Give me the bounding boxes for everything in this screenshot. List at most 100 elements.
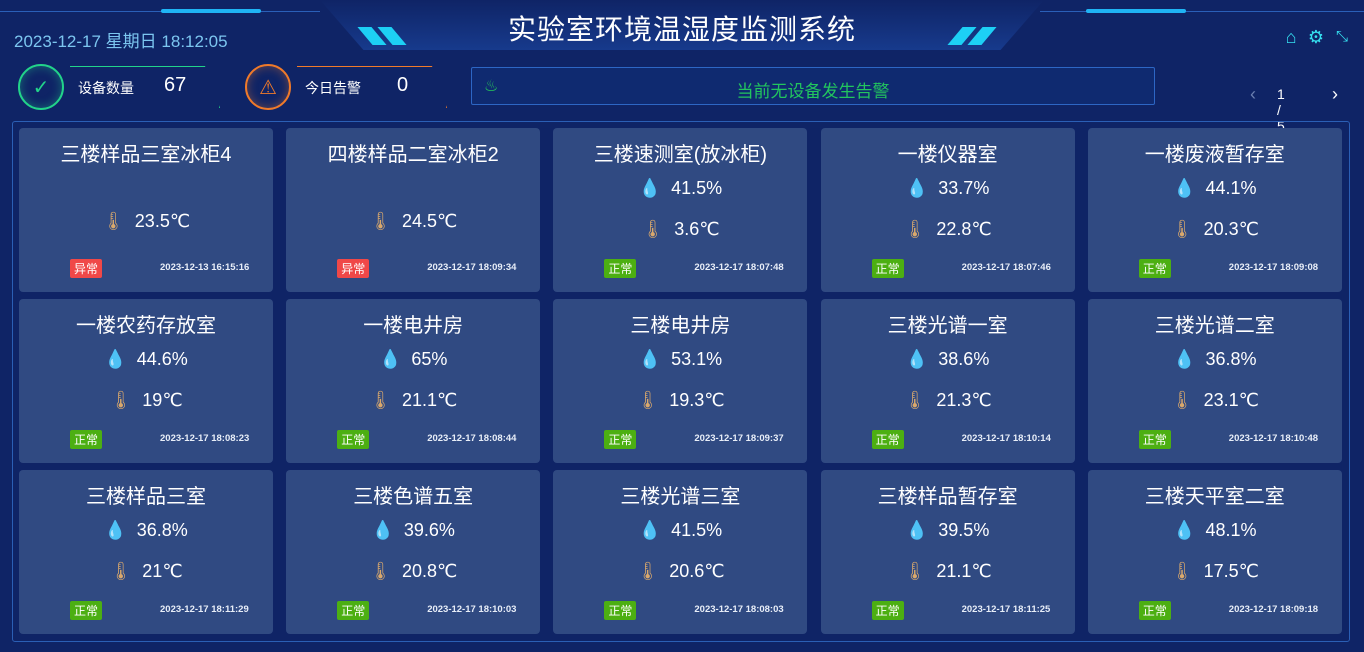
device-name: 一楼废液暂存室: [1144, 144, 1285, 166]
update-time: 2023-12-17 18:11:25: [961, 604, 1051, 615]
thermometer-icon: 🌡: [109, 561, 133, 581]
device-card[interactable]: 三楼速测室(放冰柜) 💧 41.5% 🌡 3.6℃ 正常 2023-12-17 18:07:…: [553, 128, 808, 292]
humidity-value: 38.6%: [938, 349, 990, 369]
alarm-count-stat: ⚠ 今日告警 0: [245, 64, 455, 110]
humidity-icon: 💧: [371, 520, 394, 540]
temperature-row: 🌡 22.8℃: [821, 219, 1075, 240]
datetime: 2023-12-17 星期日 18:12:05: [14, 32, 228, 51]
humidity-row: 💧 44.6%: [19, 349, 273, 370]
page-title: 实验室环境温湿度监测系统: [507, 14, 856, 45]
humidity-row: 💧 36.8%: [1088, 349, 1342, 370]
device-card[interactable]: 一楼农药存放室 💧 44.6% 🌡 19℃ 正常 2023-12-17 18:08:23: [19, 299, 273, 463]
humidity-icon: 💧: [104, 520, 127, 540]
humidity-icon: 💧: [104, 349, 127, 369]
device-card[interactable]: 三楼光谱二室 💧 36.8% 🌡 23.1℃ 正常 2023-12-17 18:10:48: [1087, 299, 1342, 463]
update-time: 2023-12-17 18:08:23: [160, 433, 250, 444]
device-card[interactable]: 三楼色谱五室 💧 39.6% 🌡 20.8℃ 正常 2023-12-17 18:10:03: [286, 470, 541, 634]
prev-page-button[interactable]: ‹: [1250, 84, 1256, 104]
humidity-icon: 💧: [1173, 178, 1196, 198]
device-card[interactable]: 三楼光谱一室 💧 38.6% 🌡 21.3℃ 正常 2023-12-17 18:10:14: [820, 299, 1075, 463]
temperature-row: 🌡 21.1℃: [286, 390, 540, 411]
humidity-row: 💧 41.5%: [553, 178, 807, 199]
update-time: 2023-12-17 18:07:46: [961, 262, 1051, 273]
humidity-value: 36.8%: [136, 520, 188, 540]
temperature-value: 21.1℃: [936, 561, 992, 581]
temperature-row: 🌡 21℃: [19, 561, 273, 582]
temperature-value: 23.1℃: [1203, 390, 1259, 410]
status-badge: 正常: [1138, 259, 1171, 278]
stat-label: 今日告警: [305, 80, 361, 96]
thermometer-icon: 🌡: [636, 390, 660, 410]
device-name: 四楼样品二室冰柜2: [327, 144, 499, 166]
settings-icon[interactable]: ⚙: [1307, 27, 1325, 47]
temperature-value: 20.3℃: [1203, 219, 1259, 239]
humidity-icon: 💧: [638, 520, 662, 540]
device-name: 三楼电井房: [630, 315, 731, 337]
status-badge: 正常: [1138, 601, 1171, 620]
temperature-value: 23.5℃: [134, 211, 191, 231]
humidity-value: 36.8%: [1205, 349, 1257, 369]
device-card[interactable]: 一楼电井房 💧 65% 🌡 21.1℃ 正常 2023-12-17 18:08:44: [286, 299, 541, 463]
device-card[interactable]: 一楼仪器室 💧 33.7% 🌡 22.8℃ 正常 2023-12-17 18:07:46: [820, 128, 1075, 292]
humidity-icon: 💧: [1173, 520, 1196, 540]
device-card[interactable]: 三楼样品三室 💧 36.8% 🌡 21℃ 正常 2023-12-17 18:11:29: [19, 470, 273, 634]
device-name: 一楼农药存放室: [76, 315, 216, 337]
thermometer-icon: 🌡: [1170, 219, 1194, 239]
alarm-banner: ♨ 当前无设备发生告警: [471, 67, 1155, 105]
humidity-value: 44.6%: [136, 349, 188, 369]
thermometer-icon: 🌡: [369, 561, 392, 581]
temperature-row: 🌡 19℃: [19, 390, 273, 411]
update-time: 2023-12-17 18:10:03: [427, 604, 517, 615]
temperature-value: 19.3℃: [669, 390, 725, 410]
humidity-icon: 💧: [905, 520, 929, 540]
device-name: 三楼色谱五室: [353, 486, 474, 508]
status-badge: 异常: [70, 259, 103, 278]
alarm-text: 当前无设备发生告警: [736, 82, 890, 101]
device-card[interactable]: 一楼废液暂存室 💧 44.1% 🌡 20.3℃ 正常 2023-12-17 18:09:08: [1087, 128, 1342, 292]
status-badge: 正常: [70, 430, 103, 449]
stat-label: 设备数量: [78, 80, 134, 96]
humidity-icon: 💧: [1173, 349, 1196, 369]
device-name: 一楼仪器室: [897, 144, 998, 166]
temperature-value: 17.5℃: [1203, 561, 1259, 581]
next-page-button[interactable]: ›: [1332, 84, 1338, 104]
fullscreen-icon[interactable]: ⤡: [1335, 28, 1348, 45]
humidity-row: 💧 33.7%: [821, 178, 1075, 199]
humidity-value: 53.1%: [671, 349, 723, 369]
update-time: 2023-12-17 18:10:48: [1228, 433, 1319, 444]
thermometer-icon: 🌡: [636, 561, 660, 581]
temperature-row: 🌡 21.1℃: [821, 561, 1075, 582]
temperature-value: 21℃: [142, 561, 183, 581]
humidity-value: 48.1%: [1205, 520, 1257, 540]
device-card[interactable]: 三楼电井房 💧 53.1% 🌡 19.3℃ 正常 2023-12-17 18:09:37: [553, 299, 808, 463]
humidity-icon: 💧: [638, 178, 662, 198]
humidity-icon: 💧: [905, 349, 929, 369]
temperature-value: 22.8℃: [936, 219, 992, 239]
update-time: 2023-12-17 18:09:18: [1228, 604, 1319, 615]
device-card[interactable]: 四楼样品二室冰柜2 🌡 24.5℃ 异常 2023-12-17 18:09:34: [286, 128, 541, 292]
home-icon[interactable]: ⌂: [1285, 27, 1297, 47]
device-card[interactable]: 三楼样品三室冰柜4 🌡 23.5℃ 异常 2023-12-13 16:15:16: [19, 128, 273, 292]
device-card[interactable]: 三楼光谱三室 💧 41.5% 🌡 20.6℃ 正常 2023-12-17 18:08:03: [553, 470, 808, 634]
humidity-row: 💧 65%: [286, 349, 540, 370]
temperature-value: 20.8℃: [401, 561, 458, 581]
thermometer-icon: 🌡: [641, 219, 665, 239]
temperature-row: 🌡 17.5℃: [1088, 561, 1342, 582]
update-time: 2023-12-17 18:09:08: [1228, 262, 1319, 273]
device-card[interactable]: 三楼样品暂存室 💧 39.5% 🌡 21.1℃ 正常 2023-12-17 18:11:25: [820, 470, 1075, 634]
status-badge: 正常: [604, 259, 637, 278]
device-name: 三楼样品三室冰柜4: [60, 144, 232, 166]
humidity-value: 41.5%: [671, 520, 723, 540]
humidity-row: 💧 48.1%: [1088, 520, 1342, 541]
temperature-value: 19℃: [142, 390, 183, 410]
temperature-row: 🌡 23.5℃: [19, 211, 273, 232]
thermometer-icon: 🌡: [903, 390, 927, 410]
device-card[interactable]: 三楼天平室二室 💧 48.1% 🌡 17.5℃ 正常 2023-12-17 18:09:18: [1087, 470, 1342, 634]
status-badge: 正常: [871, 430, 904, 449]
temperature-row: 🌡 24.5℃: [286, 211, 540, 232]
humidity-value: 39.5%: [938, 520, 990, 540]
humidity-row: 💧 39.6%: [286, 520, 540, 541]
temperature-row: 🌡 20.3℃: [1088, 219, 1342, 240]
humidity-icon: 💧: [638, 349, 662, 369]
thermometer-icon: 🌡: [903, 561, 927, 581]
